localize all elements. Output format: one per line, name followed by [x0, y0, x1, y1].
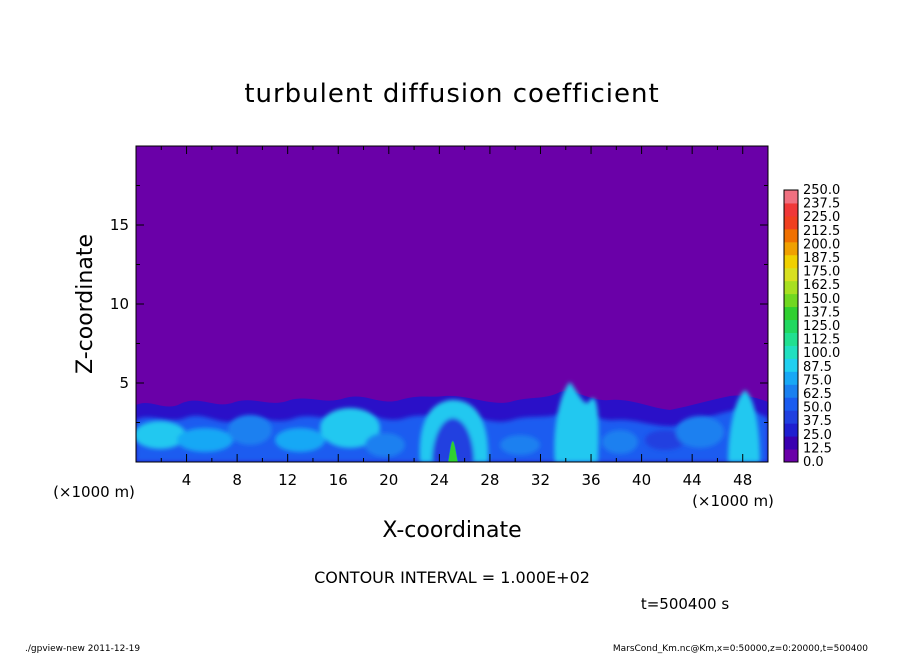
colorbar-swatch [784, 397, 798, 411]
spike-peak [447, 440, 459, 462]
colorbar-swatch [784, 384, 798, 398]
colorbar-swatch [784, 436, 798, 450]
colorbar-swatch [784, 332, 798, 346]
eddy-f [365, 433, 405, 457]
x-tick-label: 28 [480, 471, 499, 489]
x-tick-label: 24 [430, 471, 449, 489]
colorbar-swatch [784, 293, 798, 308]
colorbar-frame [783, 189, 799, 463]
colorbar-swatch [784, 345, 798, 359]
turbulent-layer [136, 382, 768, 462]
colorbar-level-label: 225.0 [803, 210, 840, 225]
x-tick-label: 16 [329, 471, 348, 489]
colorbar-level-label: 12.5 [803, 441, 832, 456]
colorbar-level-label: 0.0 [803, 455, 824, 470]
colorbar-swatch [784, 241, 798, 256]
colorbar-level-label: 200.0 [803, 237, 840, 252]
x-axis-label: X-coordinate [382, 518, 521, 543]
eddy-c [228, 415, 272, 445]
chart-title: turbulent diffusion coefficient [244, 79, 659, 109]
colorbar-swatch [784, 280, 798, 295]
colorbar-level-label: 75.0 [803, 373, 832, 388]
x-tick-label: 32 [531, 471, 550, 489]
footer-left: ./gpview-new 2011-12-19 [25, 644, 140, 654]
y-ticks: 5 10 15 [110, 185, 768, 423]
y-tick-label: 5 [119, 374, 129, 392]
footer-right: MarsCond_Km.nc@Km,x=0:50000,z=0:20000,t=… [613, 644, 868, 654]
colorbar-swatch [784, 410, 798, 424]
colorbar-level-label: 87.5 [803, 360, 832, 375]
colorbar [783, 189, 799, 463]
x-ticks: 4 8 12 16 20 24 28 32 36 40 44 48 [160, 146, 752, 489]
eddy-g [500, 435, 540, 455]
colorbar-level-label: 212.5 [803, 224, 840, 239]
eddy-h [602, 430, 638, 454]
colorbar-level-label: 50.0 [803, 401, 832, 416]
colorbar-level-label: 137.5 [803, 305, 840, 320]
colorbar-level-label: 25.0 [803, 428, 832, 443]
x-tick-label: 44 [683, 471, 702, 489]
colorbar-swatch [784, 358, 798, 372]
colorbar-swatch [784, 202, 798, 217]
colorbar-swatch [784, 371, 798, 385]
y-axis-label: Z-coordinate [73, 234, 98, 374]
plume-far-right [728, 390, 760, 462]
y-tick-label: 15 [110, 216, 129, 234]
colorbar-swatch [784, 267, 798, 282]
colorbar-level-label: 112.5 [803, 333, 840, 348]
x-tick-label: 4 [182, 471, 192, 489]
x-tick-label: 8 [232, 471, 242, 489]
colorbar-level-label: 150.0 [803, 292, 840, 307]
time-label: t=500400 s [641, 595, 729, 613]
x-tick-label: 20 [379, 471, 398, 489]
colorbar-level-label: 100.0 [803, 346, 840, 361]
colorbar-swatch [784, 306, 798, 321]
colorbar-level-label: 237.5 [803, 197, 840, 212]
x-tick-label: 48 [733, 471, 752, 489]
colorbar-level-label: 125.0 [803, 319, 840, 334]
plume-center-core [432, 418, 474, 462]
eddy-i [645, 430, 685, 450]
eddy-j [676, 416, 724, 448]
colorbar-level-label: 250.0 [803, 183, 840, 198]
eddy-d [275, 428, 325, 452]
x-unit-right: (×1000 m) [692, 492, 774, 510]
colorbar-swatch [784, 319, 798, 333]
colorbar-swatch [784, 423, 798, 437]
colorbar-level-label: 37.5 [803, 414, 832, 429]
x-tick-label: 36 [581, 471, 600, 489]
x-tick-label: 40 [632, 471, 651, 489]
colorbar-level-label: 187.5 [803, 251, 840, 266]
contour-interval: CONTOUR INTERVAL = 1.000E+02 [314, 568, 590, 587]
colorbar-level-label: 162.5 [803, 278, 840, 293]
eddy-e [320, 408, 380, 448]
colorbar-level-label: 62.5 [803, 387, 832, 402]
plume-right [554, 382, 599, 462]
colorbar-swatch [784, 449, 798, 463]
colorbar-labels: 0.012.525.037.550.062.575.087.5100.0112.… [803, 183, 840, 470]
colorbar-swatch [784, 215, 798, 230]
eddy-a [136, 421, 186, 449]
colorbar-swatch [784, 254, 798, 269]
x-tick-label: 12 [278, 471, 297, 489]
y-tick-label: 10 [110, 295, 129, 313]
colorbar-level-label: 175.0 [803, 265, 840, 280]
x-unit-left: (×1000 m) [53, 483, 135, 501]
colorbar-swatch [784, 190, 798, 204]
colorbar-swatch [784, 228, 798, 243]
eddy-b [177, 428, 233, 452]
